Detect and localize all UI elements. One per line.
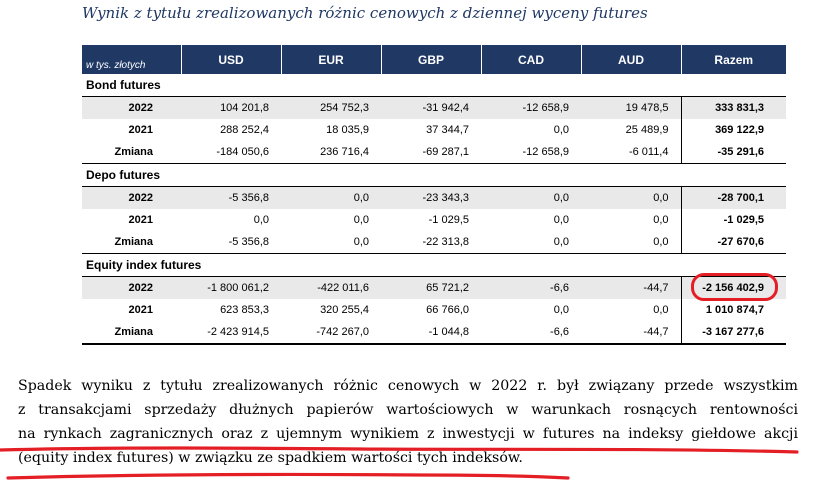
section-title: Equity index futures <box>82 253 786 277</box>
row-label: 2021 <box>128 214 153 226</box>
cell-value: 0,0 <box>581 231 681 254</box>
cell-value: 0,0 <box>553 124 569 136</box>
cell-value: 0,0 <box>653 304 669 316</box>
cell-value: 236 716,4 <box>281 141 381 164</box>
section-title: Depo futures <box>82 163 786 187</box>
column-header-cad: CAD <box>481 45 582 74</box>
column-header-aud: AUD <box>581 45 682 74</box>
cell-value: 25 489,9 <box>625 124 669 136</box>
cell-value: -12 658,9 <box>481 141 581 164</box>
row-label: Zmiana <box>82 141 181 164</box>
row-label: 2021 <box>128 304 153 316</box>
section-header-bond-futures: Bond futures <box>82 74 786 97</box>
table-row: 2021 288 252,4 18 035,9 37 344,7 0,0 25 … <box>82 119 786 141</box>
paragraph-line: (equity index futures) w związku ze spad… <box>18 450 523 466</box>
cell-total: -1 029,5 <box>680 209 786 231</box>
cell-value: 18 035,9 <box>326 124 369 136</box>
table-row: 2021 623 853,3 320 255,4 66 766,0 0,0 0,… <box>82 299 786 321</box>
cell-value: -22 313,8 <box>381 231 481 254</box>
table-row: 2022 -1 800 061,2 -422 011,6 65 721,2 -6… <box>82 276 786 299</box>
table-row: Zmiana -184 050,6 236 716,4 -69 287,1 -1… <box>82 141 786 164</box>
cell-value: -31 942,4 <box>381 96 481 119</box>
cell-value: 104 201,8 <box>181 96 281 119</box>
cell-value: 66 766,0 <box>426 304 469 316</box>
row-label: 2022 <box>82 186 181 209</box>
cell-value: 288 252,4 <box>220 124 269 136</box>
section-header-depo-futures: Depo futures <box>82 163 786 187</box>
cell-total: -28 700,1 <box>680 186 786 209</box>
row-label: 2021 <box>128 124 153 136</box>
table-title: Wynik z tytułu zrealizowanych różnic cen… <box>82 4 648 22</box>
cell-total: -3 167 277,6 <box>680 321 786 345</box>
cell-value: 0,0 <box>481 186 581 209</box>
cell-total-highlighted: -2 156 402,9 <box>680 276 786 299</box>
cell-total: -35 291,6 <box>680 141 786 164</box>
cell-value: 254 752,3 <box>281 96 381 119</box>
cell-value: -184 050,6 <box>181 141 281 164</box>
cell-value: 37 344,7 <box>426 124 469 136</box>
cell-value: -5 356,8 <box>181 231 281 254</box>
row-label: 2022 <box>82 276 181 299</box>
futures-results-table: w tys. złotych USD EUR GBP CAD AUD Razem… <box>82 45 786 345</box>
cell-value: 0,0 <box>281 231 381 254</box>
cell-value: -69 287,1 <box>381 141 481 164</box>
paragraph-line: z transakcjami sprzedaży dłużnych papier… <box>18 402 798 418</box>
row-label: Zmiana <box>82 321 181 345</box>
table-row: 2022 -5 356,8 0,0 -23 343,3 0,0 0,0 -28 … <box>82 186 786 209</box>
column-header-total: Razem <box>681 45 786 74</box>
underline-stroke-2 <box>6 472 570 480</box>
cell-value: -1 029,5 <box>428 214 469 226</box>
cell-value: -6,6 <box>481 321 581 345</box>
cell-value: -23 343,3 <box>381 186 481 209</box>
column-header-usd: USD <box>181 45 282 74</box>
column-header-eur: EUR <box>281 45 382 74</box>
cell-total: 333 831,3 <box>680 96 786 119</box>
table-row: 2022 104 201,8 254 752,3 -31 942,4 -12 6… <box>82 96 786 119</box>
cell-value: -422 011,6 <box>281 276 381 299</box>
unit-label: w tys. złotych <box>82 45 182 74</box>
cell-value: 0,0 <box>253 214 269 226</box>
cell-value: 0,0 <box>581 186 681 209</box>
cell-total: 369 122,9 <box>680 119 786 141</box>
table-row: Zmiana -5 356,8 0,0 -22 313,8 0,0 0,0 -2… <box>82 231 786 254</box>
column-header-gbp: GBP <box>381 45 482 74</box>
cell-value: -12 658,9 <box>481 96 581 119</box>
cell-value: -44,7 <box>581 276 681 299</box>
cell-value: 0,0 <box>653 214 669 226</box>
cell-value: -1 800 061,2 <box>181 276 281 299</box>
cell-value: -6 011,4 <box>581 141 681 164</box>
paragraph-line: Spadek wyniku z tytułu zrealizowanych ró… <box>18 378 798 394</box>
cell-value: -44,7 <box>581 321 681 345</box>
cell-value: 65 721,2 <box>381 276 481 299</box>
cell-value: 0,0 <box>281 186 381 209</box>
cell-total: 1 010 874,7 <box>680 299 786 321</box>
cell-value: -5 356,8 <box>181 186 281 209</box>
section-title: Bond futures <box>82 74 786 97</box>
paragraph-line: na rynkach zagranicznych oraz z ujemnym … <box>18 426 798 442</box>
cell-value: 19 478,5 <box>581 96 681 119</box>
table-row: 2021 0,0 0,0 -1 029,5 0,0 0,0 -1 029,5 <box>82 209 786 231</box>
body-paragraph: Spadek wyniku z tytułu zrealizowanych ró… <box>18 374 798 470</box>
cell-value: 0,0 <box>353 214 369 226</box>
red-circle-annotation <box>691 273 778 301</box>
row-label: Zmiana <box>82 231 181 254</box>
cell-value: 0,0 <box>481 231 581 254</box>
cell-value: 0,0 <box>553 214 569 226</box>
table-header-row: w tys. złotych USD EUR GBP CAD AUD Razem <box>82 45 786 74</box>
cell-value: 320 255,4 <box>320 304 369 316</box>
cell-total: -27 670,6 <box>680 231 786 254</box>
cell-value: 0,0 <box>553 304 569 316</box>
table-row: Zmiana -2 423 914,5 -742 267,0 -1 044,8 … <box>82 321 786 345</box>
cell-value: -6,6 <box>481 276 581 299</box>
cell-value: -742 267,0 <box>281 321 381 345</box>
cell-value: -1 044,8 <box>381 321 481 345</box>
cell-value: -2 423 914,5 <box>181 321 281 345</box>
cell-value: 623 853,3 <box>220 304 269 316</box>
section-header-equity-index-futures: Equity index futures <box>82 253 786 277</box>
row-label: 2022 <box>82 96 181 119</box>
